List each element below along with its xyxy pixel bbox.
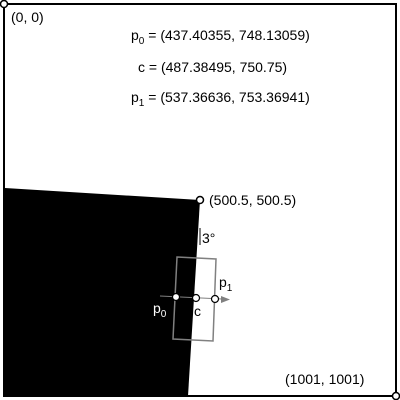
black-region [5, 188, 200, 396]
p0-point-label: p0 [153, 300, 167, 320]
p1-point-label: p1 [219, 274, 233, 294]
angle-label: 3° [202, 230, 215, 246]
origin-corner-marker [0, 0, 9, 9]
far-corner-marker [391, 391, 400, 400]
far-corner-label: (1001, 1001) [285, 371, 364, 387]
c-point-label: c [194, 303, 201, 319]
edge-point-marker [195, 195, 205, 205]
image-frame [3, 3, 397, 397]
edge-point-label: (500.5, 500.5) [209, 192, 296, 208]
c-point-marker [191, 293, 201, 303]
p0-point-marker [171, 292, 181, 302]
c-equation: c = (487.38495, 750.75) [138, 59, 287, 75]
p0-equation: p0 = (437.40355, 748.13059) [131, 27, 310, 47]
sampling-direction-arrowhead [221, 296, 230, 303]
origin-label: (0, 0) [11, 9, 44, 25]
p1-point-marker [210, 294, 220, 304]
sampling-window [172, 256, 217, 342]
p1-equation: p1 = (537.36636, 753.36941) [131, 89, 310, 109]
